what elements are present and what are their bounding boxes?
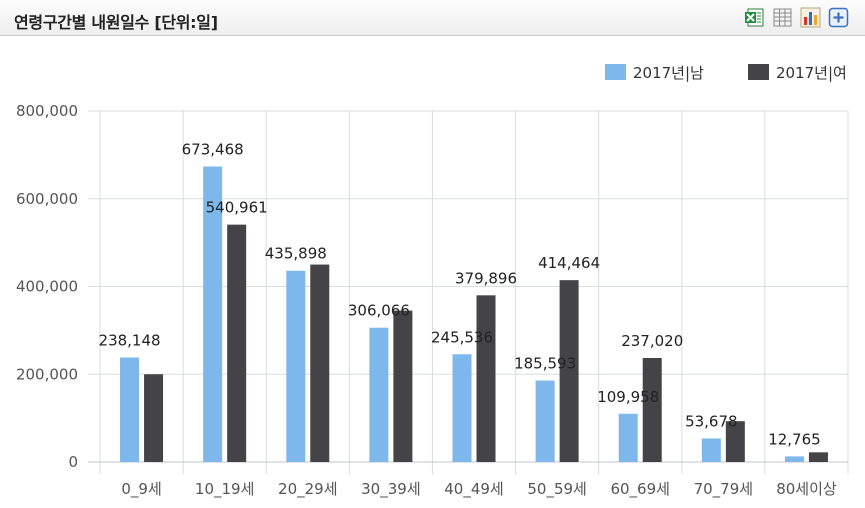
bar-female (310, 264, 330, 462)
bar-female (144, 374, 164, 462)
data-label: 435,898 (265, 245, 327, 263)
x-tick-label: 80세이상 (776, 480, 837, 498)
y-tick-label: 400,000 (16, 278, 78, 296)
x-tick-label: 10_19세 (195, 480, 254, 499)
bar-male (535, 380, 555, 462)
bar-female (808, 452, 828, 462)
bar-female (642, 358, 662, 462)
expand-plus-icon[interactable] (828, 7, 849, 28)
legend-swatch (748, 64, 769, 80)
table-view-icon[interactable] (772, 7, 793, 28)
legend-label: 2017년|여 (776, 64, 847, 82)
excel-export-icon[interactable] (744, 7, 765, 28)
x-tick-label: 30_39세 (361, 480, 420, 499)
x-tick-label: 0_9세 (121, 480, 161, 499)
bar-male (203, 166, 223, 462)
bar-male (369, 327, 389, 462)
chart-header: 연령구간별 내원일수 [단위:일] (0, 0, 865, 36)
data-label: 540,961 (206, 199, 268, 217)
bar-female (476, 295, 496, 462)
data-label: 306,066 (348, 302, 410, 320)
bar-male (701, 438, 721, 462)
data-label: 379,896 (455, 269, 517, 287)
legend-label: 2017년|남 (633, 64, 704, 82)
y-tick-label: 800,000 (16, 102, 78, 120)
data-label: 185,593 (514, 355, 576, 373)
bar-male (784, 456, 804, 462)
data-label: 673,468 (182, 141, 244, 159)
x-tick-label: 50_59세 (527, 480, 586, 499)
bar-chart: 0 200,000 400,000 600,000 800,000 238,148 673,… (16, 64, 849, 499)
chart-title: 연령구간별 내원일수 [단위:일] (14, 13, 218, 32)
bar-male (120, 357, 140, 462)
bar-female (559, 280, 579, 462)
bar-male (452, 354, 472, 462)
legend-swatch (605, 64, 626, 80)
chart-toolbar (744, 7, 849, 28)
x-tick-label: 20_29세 (278, 480, 337, 499)
data-label: 12,765 (768, 430, 821, 448)
y-tick-label: 200,000 (16, 365, 78, 383)
bar-female (227, 224, 247, 462)
data-label: 109,958 (597, 388, 659, 406)
data-label: 245,536 (431, 328, 493, 346)
bar-female (393, 310, 413, 462)
bar-male (286, 270, 306, 462)
x-tick-label: 40_49세 (444, 480, 503, 499)
y-tick-label: 600,000 (16, 190, 78, 208)
bar-chart-icon[interactable] (800, 7, 821, 28)
bar-male (618, 413, 638, 462)
data-label: 414,464 (538, 254, 600, 272)
x-tick-label: 70_79세 (694, 480, 753, 499)
data-label: 237,020 (621, 332, 683, 350)
bar-female (725, 421, 745, 462)
data-label: 53,678 (685, 412, 738, 430)
y-tick-label: 0 (68, 453, 78, 471)
data-label: 238,148 (99, 332, 161, 350)
x-tick-label: 60_69세 (610, 480, 669, 499)
